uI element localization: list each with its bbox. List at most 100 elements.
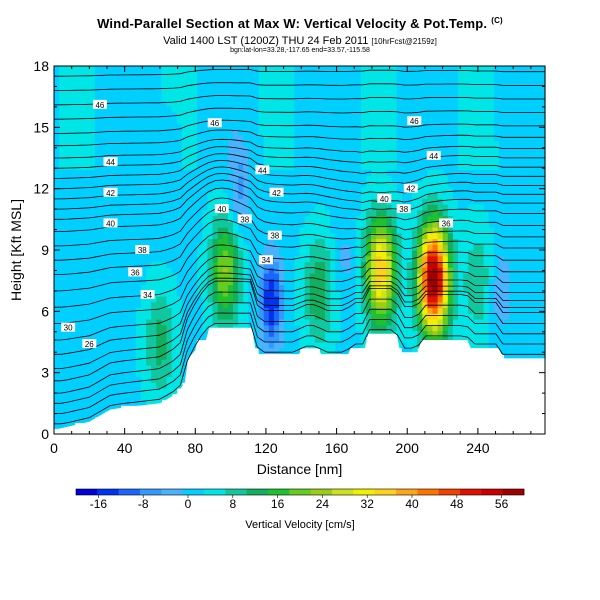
heatmap-cell — [186, 89, 193, 96]
heatmap-cell — [314, 123, 321, 130]
heatmap-cell — [417, 307, 423, 314]
heatmap-cell — [365, 313, 372, 320]
heatmap-cell — [478, 181, 485, 188]
heatmap-cell — [427, 83, 434, 90]
heatmap-cell — [156, 376, 163, 383]
heatmap-cell — [350, 77, 357, 84]
heatmap-cell — [284, 106, 290, 113]
heatmap-cell — [268, 347, 275, 355]
heatmap-cell — [263, 250, 270, 257]
heatmap-cell — [437, 267, 444, 274]
heatmap-cell — [140, 152, 147, 159]
heatmap-cell — [268, 83, 275, 90]
heatmap-cell — [59, 198, 65, 205]
heatmap-cell — [478, 227, 485, 234]
heatmap-cell — [258, 232, 265, 240]
heatmap-cell — [202, 330, 209, 337]
heatmap-cell — [212, 296, 219, 303]
heatmap-cell — [468, 129, 474, 136]
heatmap-cell — [524, 204, 531, 211]
heatmap-cell — [105, 250, 111, 257]
heatmap-cell — [381, 290, 388, 297]
heatmap-cell — [202, 186, 209, 194]
heatmap-cell — [529, 267, 536, 274]
heatmap-cell — [519, 313, 526, 320]
heatmap-cell — [304, 129, 311, 136]
heatmap-cell — [64, 204, 70, 211]
heatmap-cell — [120, 261, 127, 268]
heatmap-cell — [212, 112, 219, 119]
heatmap-cell — [319, 71, 326, 79]
heatmap-cell — [217, 313, 224, 320]
heatmap-cell — [463, 89, 469, 96]
heatmap-cell — [130, 117, 137, 125]
heatmap-cell — [345, 301, 352, 309]
heatmap-cell — [381, 319, 388, 326]
heatmap-cell — [100, 175, 106, 182]
heatmap-cell — [130, 175, 137, 182]
heatmap-cell — [437, 192, 444, 199]
heatmap-cell — [304, 163, 311, 171]
heatmap-cell — [74, 393, 81, 401]
heatmap-cell — [197, 336, 203, 343]
heatmap-cell — [458, 244, 464, 251]
heatmap-cell — [360, 94, 367, 102]
heatmap-cell — [473, 146, 480, 153]
heatmap-cell — [171, 158, 178, 165]
heatmap-cell — [463, 324, 469, 332]
heatmap-cell — [371, 71, 377, 79]
heatmap-cell — [166, 319, 173, 326]
heatmap-cell — [427, 175, 434, 182]
heatmap-cell — [458, 123, 464, 130]
heatmap-cell — [458, 290, 464, 297]
heatmap-cell — [120, 169, 127, 176]
heatmap-cell — [493, 244, 500, 251]
heatmap-cell — [171, 330, 178, 337]
heatmap-cell — [340, 83, 347, 90]
heatmap-cell — [524, 313, 531, 320]
heatmap-cell — [233, 169, 239, 176]
heatmap-cell — [166, 255, 173, 263]
heatmap-cell — [166, 330, 173, 337]
heatmap-cell — [529, 89, 536, 96]
heatmap-cell — [360, 181, 367, 188]
heatmap-cell — [314, 198, 321, 205]
heatmap-cell — [473, 192, 480, 199]
theta-contour-line — [54, 272, 545, 355]
heatmap-cell — [151, 129, 157, 136]
heatmap-cell — [166, 209, 173, 217]
heatmap-cell — [130, 359, 137, 366]
heatmap-cell — [504, 89, 510, 96]
heatmap-cell — [181, 353, 188, 360]
heatmap-cell — [273, 227, 280, 234]
heatmap-cell — [268, 244, 275, 251]
heatmap-cell — [156, 66, 163, 73]
heatmap-cell — [151, 215, 157, 222]
heatmap-cell — [360, 296, 367, 303]
heatmap-cell — [130, 135, 137, 142]
heatmap-cell — [238, 140, 244, 148]
heatmap-cell — [263, 152, 270, 159]
heatmap-cell — [355, 250, 362, 257]
heatmap-cell — [140, 215, 147, 222]
heatmap-cell — [447, 100, 454, 107]
heatmap-cell — [340, 232, 347, 240]
heatmap-cell — [248, 296, 255, 303]
heatmap-cell — [197, 198, 203, 205]
theta-contour-line — [54, 166, 545, 200]
heatmap-cell — [120, 129, 127, 136]
heatmap-cell — [335, 290, 342, 297]
heatmap-cell — [463, 204, 469, 211]
heatmap-cell — [314, 244, 321, 251]
heatmap-cell — [69, 376, 76, 383]
heatmap-cell — [314, 129, 321, 136]
heatmap-cell — [253, 77, 260, 84]
heatmap-cell — [130, 215, 137, 222]
heatmap-cell — [488, 342, 495, 349]
heatmap-cell — [299, 71, 306, 79]
heatmap-cell — [64, 66, 70, 73]
heatmap-cell — [212, 250, 219, 257]
heatmap-cell — [365, 290, 372, 297]
heatmap-cell — [314, 89, 321, 96]
heatmap-cell — [319, 221, 326, 228]
